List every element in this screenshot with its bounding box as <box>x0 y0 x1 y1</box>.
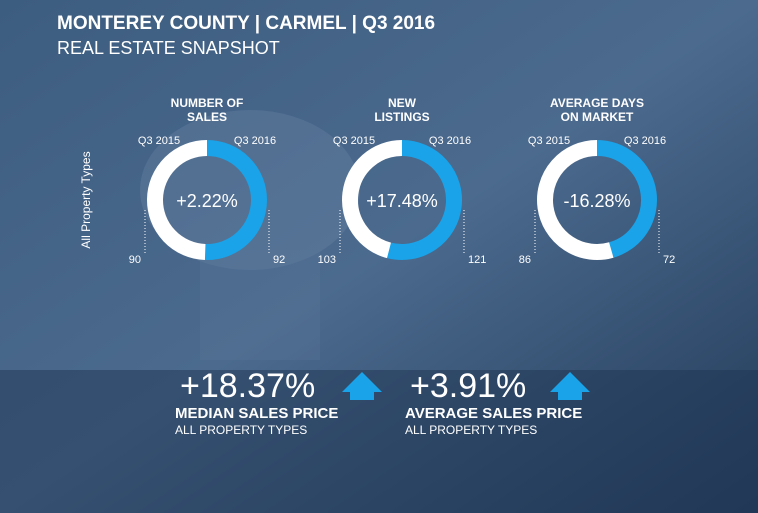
donut-title: NEW <box>388 96 417 110</box>
value-label: 121 <box>468 254 486 266</box>
value-label: 72 <box>663 254 675 266</box>
stat-sublabel: ALL PROPERTY TYPES <box>175 423 307 437</box>
title: MONTEREY COUNTY | CARMEL | Q3 2016 <box>57 13 435 34</box>
value-label: 90 <box>129 254 141 266</box>
stat-label: AVERAGE SALES PRICE <box>405 405 582 422</box>
up-arrow <box>550 372 590 400</box>
side-label: All Property Types <box>79 151 93 248</box>
value-label: 86 <box>519 254 531 266</box>
decor <box>200 250 320 360</box>
donut-segment <box>537 140 614 260</box>
period-label: Q3 2016 <box>624 135 666 147</box>
value-label: 103 <box>318 254 336 266</box>
stat-value: +18.37% <box>180 367 315 405</box>
stat-label: MEDIAN SALES PRICE <box>175 405 338 422</box>
donut-segment <box>147 140 208 260</box>
change-value: +2.22% <box>176 191 238 211</box>
stat-sublabel: ALL PROPERTY TYPES <box>405 423 537 437</box>
period-label: Q3 2015 <box>528 135 570 147</box>
donut-title: AVERAGE DAYS <box>550 96 644 110</box>
subtitle: REAL ESTATE SNAPSHOT <box>57 38 280 58</box>
stat-value: +3.91% <box>410 367 526 405</box>
donut-title: NUMBER OF <box>171 96 244 110</box>
donut-segment <box>204 140 267 260</box>
period-label: Q3 2015 <box>138 135 180 147</box>
donut-segment <box>342 140 403 259</box>
period-label: Q3 2016 <box>429 135 471 147</box>
donut-segment <box>596 140 657 258</box>
period-label: Q3 2016 <box>234 135 276 147</box>
donut-title: ON MARKET <box>561 110 634 124</box>
donut-title: LISTINGS <box>374 110 429 124</box>
value-label: 92 <box>273 254 285 266</box>
donut-segment <box>387 140 462 260</box>
change-value: +17.48% <box>366 191 438 211</box>
up-arrow <box>342 372 382 400</box>
period-label: Q3 2015 <box>333 135 375 147</box>
decor <box>0 370 758 513</box>
change-value: -16.28% <box>563 191 630 211</box>
donut-title: SALES <box>187 110 227 124</box>
